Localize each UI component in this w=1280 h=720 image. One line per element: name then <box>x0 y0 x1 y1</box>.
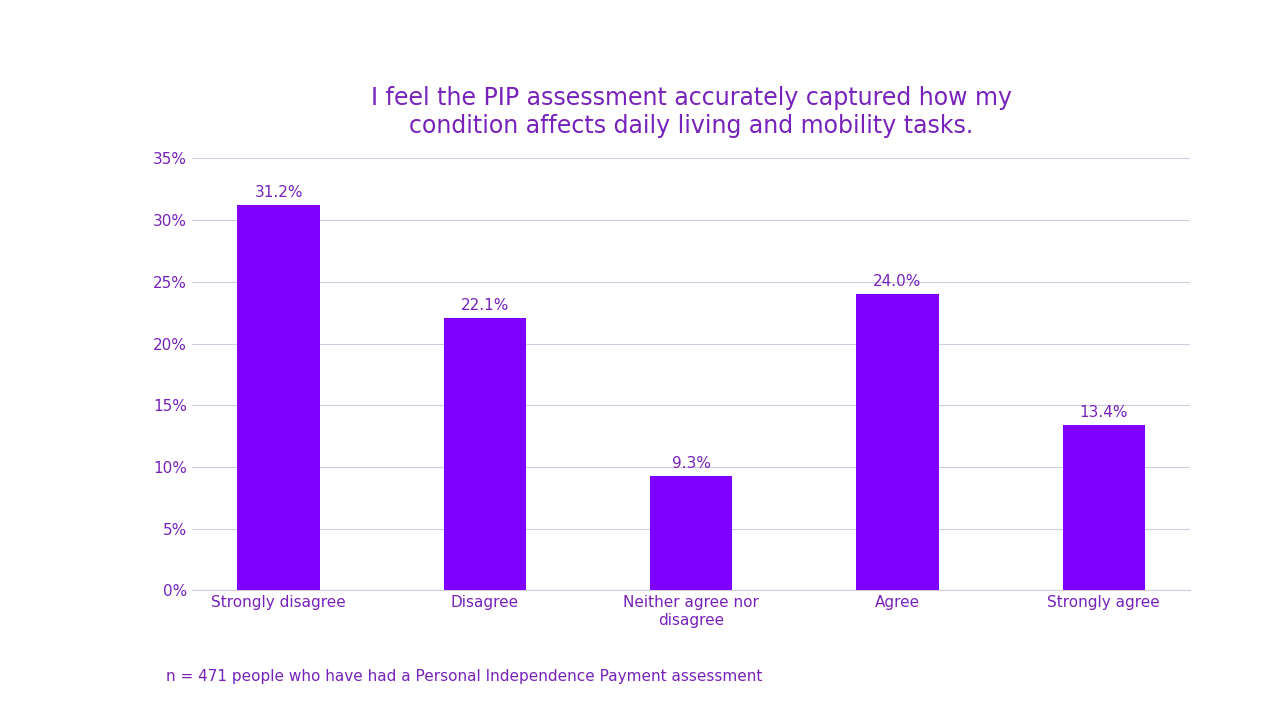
Bar <box>444 318 526 590</box>
Text: 24.0%: 24.0% <box>873 274 922 289</box>
Text: 13.4%: 13.4% <box>1079 405 1128 420</box>
Text: I feel the PIP assessment accurately captured how my
condition affects daily liv: I feel the PIP assessment accurately cap… <box>371 86 1011 138</box>
Bar <box>237 205 320 590</box>
Bar <box>1062 425 1146 590</box>
Bar <box>650 476 732 590</box>
Text: 9.3%: 9.3% <box>672 456 710 471</box>
Text: n = 471 people who have had a Personal Independence Payment assessment: n = 471 people who have had a Personal I… <box>166 669 763 684</box>
Text: 31.2%: 31.2% <box>255 185 303 200</box>
Text: 22.1%: 22.1% <box>461 297 509 312</box>
Bar <box>856 294 938 590</box>
